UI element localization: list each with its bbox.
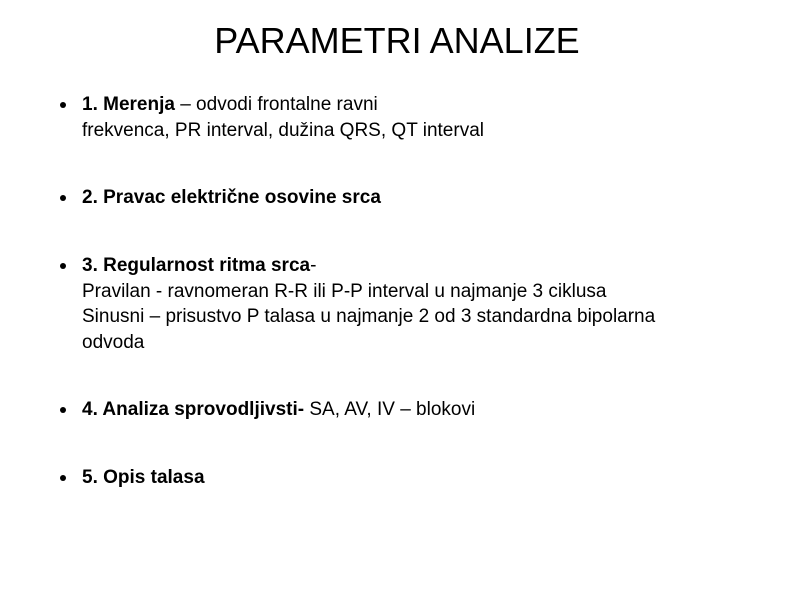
- item-bold: 3. Regularnost ritma srca: [82, 255, 310, 276]
- item-text: – odvodi frontalne ravni: [175, 94, 378, 115]
- item-text: frekvenca, PR interval, dužina QRS, QT i…: [82, 120, 484, 141]
- item-bold: 2. Pravac električne osovine srca: [82, 187, 381, 208]
- list-item: 1. Merenja – odvodi frontalne ravni frek…: [60, 92, 754, 143]
- list-item: 5. Opis talasa: [60, 465, 754, 491]
- bullet-list: 1. Merenja – odvodi frontalne ravni frek…: [40, 92, 754, 491]
- list-item: 4. Analiza sprovodljivsti- SA, AV, IV – …: [60, 397, 754, 423]
- list-item: 3. Regularnost ritma srca- Pravilan - ra…: [60, 253, 754, 356]
- item-text: Sinusni – prisustvo P talasa u najmanje …: [82, 306, 655, 327]
- item-text: odvoda: [82, 332, 144, 353]
- item-bold: 1. Merenja: [82, 94, 175, 115]
- item-text: -: [310, 255, 316, 276]
- item-text: SA, AV, IV – blokovi: [304, 399, 475, 420]
- slide-title: PARAMETRI ANALIZE: [40, 20, 754, 62]
- list-item: 2. Pravac električne osovine srca: [60, 185, 754, 211]
- item-bold: 5. Opis talasa: [82, 467, 205, 488]
- item-text: Pravilan - ravnomeran R-R ili P-P interv…: [82, 281, 606, 302]
- item-bold: 4. Analiza sprovodljivsti-: [82, 399, 304, 420]
